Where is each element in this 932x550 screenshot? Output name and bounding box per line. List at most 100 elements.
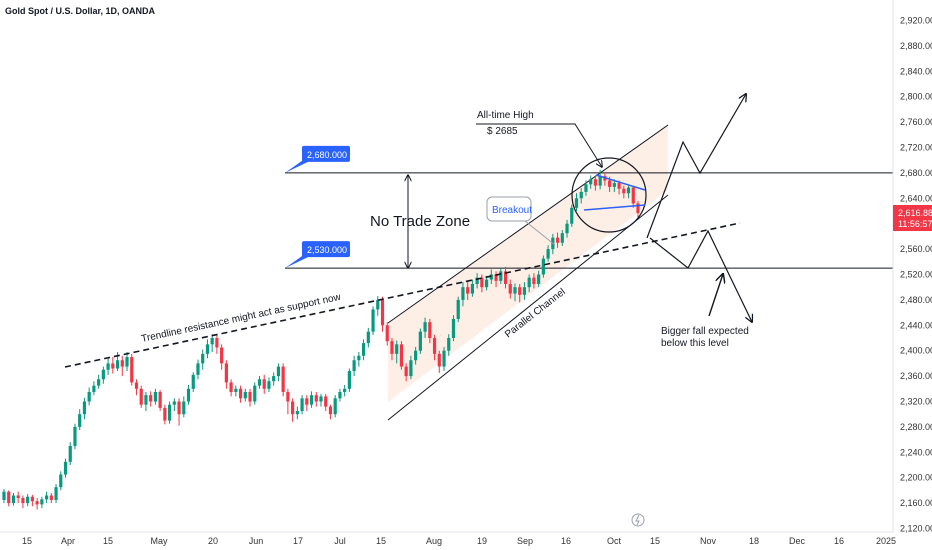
candle-body: [120, 360, 124, 367]
candle-body: [324, 396, 328, 407]
y-tick-label: 2,520.000: [900, 270, 932, 280]
x-tick-label: 16: [561, 536, 571, 546]
candle-body: [21, 498, 25, 504]
candle-body: [215, 338, 219, 348]
candle-body: [376, 299, 380, 310]
candles-layer: [2, 169, 640, 510]
candle-body: [153, 391, 158, 402]
candle-body: [73, 426, 77, 446]
candle-body: [134, 382, 139, 389]
candle-body: [257, 379, 262, 386]
x-tick-label: Jun: [249, 536, 264, 546]
bigger-fall-arrow: [708, 274, 723, 317]
candle-body: [220, 347, 224, 364]
candle-body: [508, 284, 512, 294]
candle-body: [489, 274, 493, 280]
candle-body: [555, 237, 560, 243]
y-tick-label: 2,920.000: [900, 16, 932, 26]
y-tick-label: 2,160.000: [900, 498, 932, 508]
candle-body: [414, 350, 418, 361]
candle-body: [475, 277, 479, 285]
projection-path-lower: [649, 229, 752, 322]
candle-body: [617, 183, 621, 189]
candle-body: [63, 461, 68, 475]
candle-body: [111, 363, 115, 369]
candle-body: [35, 501, 39, 505]
candle-body: [106, 363, 110, 370]
candle-body: [380, 299, 385, 326]
candle-body: [608, 180, 612, 187]
y-tick-label: 2,560.000: [900, 244, 932, 254]
y-tick-label: 2,480.000: [900, 295, 932, 305]
pennant-lower-line: [583, 204, 646, 211]
candle-body: [347, 371, 351, 389]
candle-body: [149, 395, 153, 402]
x-tick-label: May: [150, 536, 168, 546]
candle-body: [366, 331, 370, 344]
candle-body: [546, 249, 550, 259]
lightning-icon[interactable]: [631, 513, 645, 527]
candle-body: [158, 391, 162, 408]
candle-body: [570, 207, 574, 224]
candle-body: [182, 401, 186, 415]
level-tag-label: 2,680.000: [307, 150, 347, 160]
candle-body: [30, 496, 34, 502]
candle-body: [361, 343, 366, 356]
level-tag-label: 2,530.000: [307, 245, 347, 255]
price-countdown: 11:56:57: [898, 219, 932, 229]
x-tick-label: Apr: [61, 536, 75, 546]
candle-body: [503, 271, 508, 285]
candle-body: [125, 357, 129, 367]
breakout-label: Breakout: [492, 205, 532, 216]
candle-body: [626, 187, 631, 194]
x-tick-label: 16: [834, 536, 844, 546]
levels-layer: 2,680.000 2,530.000: [285, 145, 893, 269]
candle-body: [7, 491, 11, 504]
candle-body: [172, 401, 176, 405]
candle-body: [201, 353, 205, 364]
x-tick-label: Jul: [334, 536, 346, 546]
candle-body: [276, 366, 281, 377]
candle-body: [97, 379, 101, 386]
candle-body: [579, 191, 583, 199]
candle-body: [26, 496, 30, 504]
y-tick-label: 2,840.000: [900, 66, 932, 76]
candle-body: [598, 176, 602, 186]
candle-body: [262, 379, 266, 389]
candle-body: [115, 360, 120, 369]
y-tick-label: 2,320.000: [900, 397, 932, 407]
candle-body: [229, 382, 233, 392]
parallel-channel-fill: [388, 125, 668, 402]
current-price-label: 2,616.880: [898, 208, 932, 218]
candle-body: [205, 344, 210, 354]
candle-body: [281, 366, 285, 392]
candle-body: [49, 495, 53, 500]
candle-body: [484, 279, 489, 288]
y-tick-label: 2,440.000: [900, 320, 932, 330]
trendline-label: Trendline resistance might act as suppor…: [140, 292, 342, 345]
candle-body: [238, 388, 243, 399]
channel-lower-line: [387, 194, 669, 421]
candle-body: [343, 388, 347, 392]
candle-body: [11, 495, 16, 504]
candle-body: [631, 187, 635, 204]
y-axis: 2,120.000 2,160.000 2,200.000 2,240.000 2,28…: [900, 16, 932, 534]
bigger-fall-label-line1: Bigger fall expected: [661, 326, 749, 337]
y-tick-label: 2,680.000: [900, 168, 932, 178]
candle-body: [466, 287, 470, 294]
candle-body: [267, 381, 271, 389]
x-tick-label: 15: [22, 536, 32, 546]
candle-body: [196, 363, 200, 375]
candle-body: [395, 344, 399, 354]
candle-body: [253, 385, 257, 402]
candle-body: [286, 391, 290, 402]
x-tick-label: Aug: [426, 536, 442, 546]
candle-body: [385, 325, 389, 342]
level-tag: [302, 241, 350, 258]
candle-body: [144, 395, 148, 405]
candle-body: [461, 287, 465, 300]
candle-body: [328, 406, 333, 415]
candle-body: [101, 369, 105, 380]
candle-body: [589, 179, 593, 185]
